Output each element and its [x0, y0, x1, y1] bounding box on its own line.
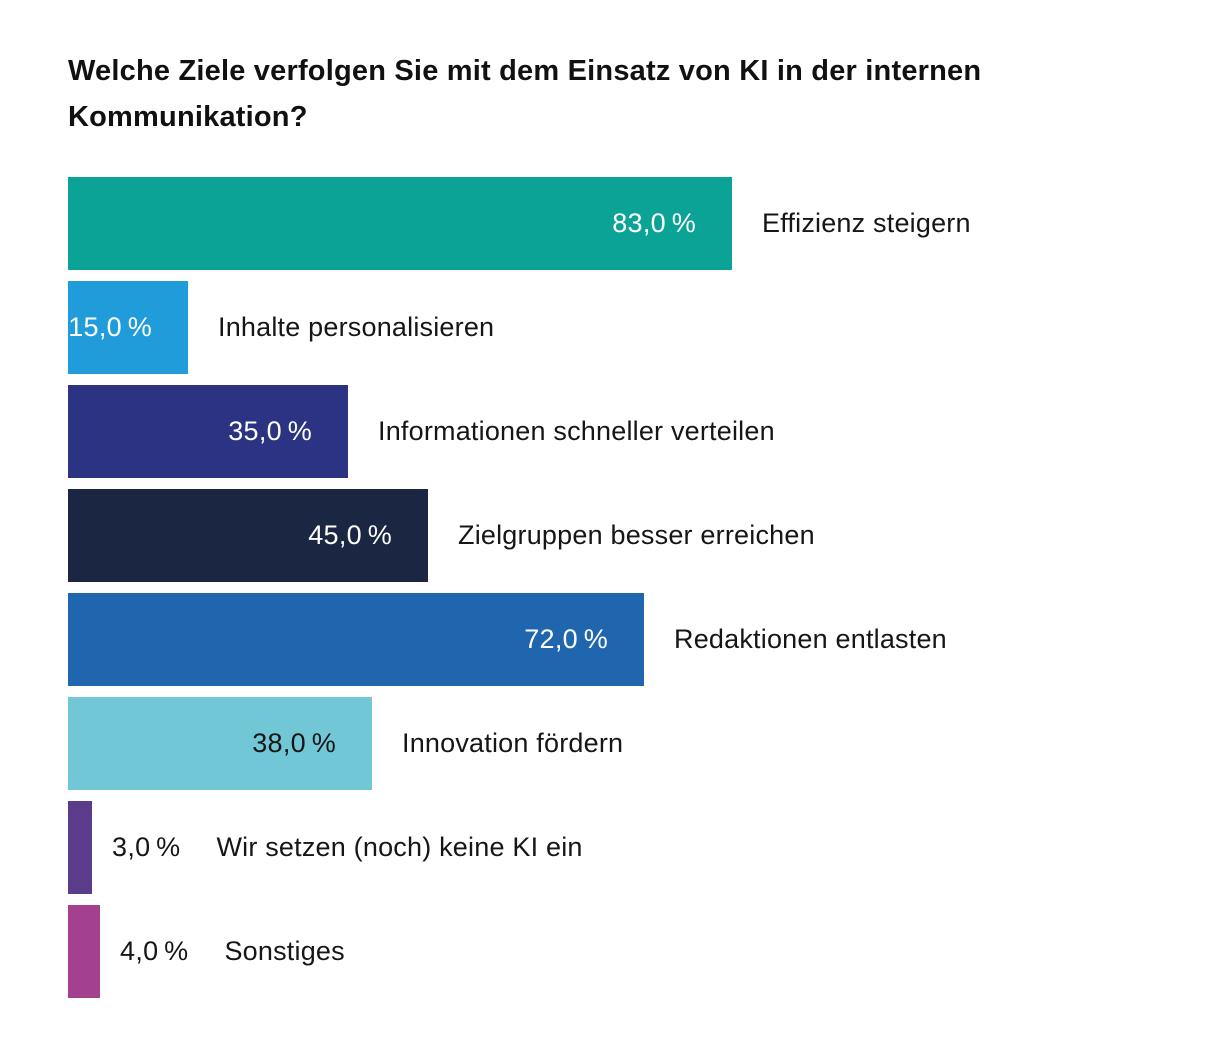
- bar-value-label: 38,0 %: [252, 728, 336, 758]
- bar-row: 45,0 % Zielgruppen besser erreichen: [68, 489, 1205, 582]
- bar-category-label: Redaktionen entlasten: [674, 624, 947, 654]
- bar-value-label: 45,0 %: [308, 520, 392, 550]
- bar-category-label: Inhalte personalisieren: [218, 312, 495, 342]
- bar-value-label: 4,0 %: [120, 936, 189, 966]
- bar-row: 3,0 % Wir setzen (noch) keine KI ein: [68, 801, 1205, 894]
- bar-row: 15,0 % Inhalte personalisieren: [68, 281, 1205, 374]
- bar-category-label: Informationen schneller verteilen: [378, 416, 775, 446]
- bar: 45,0 %: [68, 489, 428, 582]
- bar-category-label: Innovation fördern: [402, 728, 624, 758]
- bar-category-label: Wir setzen (noch) keine KI ein: [216, 832, 583, 862]
- bar: [68, 905, 100, 998]
- bar-row: 35,0 % Informationen schneller verteilen: [68, 385, 1205, 478]
- bar-category-label: Sonstiges: [224, 936, 345, 966]
- bar-value-label: 15,0 %: [68, 312, 152, 342]
- bar: 35,0 %: [68, 385, 348, 478]
- bar: 15,0 %: [68, 281, 188, 374]
- bar: 83,0 %: [68, 177, 732, 270]
- chart-title: Welche Ziele verfolgen Sie mit dem Einsa…: [68, 55, 982, 133]
- bar-value-label: 3,0 %: [112, 832, 181, 862]
- bar-category-label: Effizienz steigern: [762, 208, 971, 238]
- bar: [68, 801, 92, 894]
- bar: 72,0 %: [68, 593, 644, 686]
- bar-value-label: 35,0 %: [228, 416, 312, 446]
- bar-category-label: Zielgruppen besser erreichen: [458, 520, 815, 550]
- bar-row: 83,0 % Effizienz steigern: [68, 177, 1205, 270]
- bar-row: 72,0 % Redaktionen entlasten: [68, 593, 1205, 686]
- bar-value-label: 83,0 %: [612, 208, 696, 238]
- bar-row: 38,0 % Innovation fördern: [68, 697, 1205, 790]
- bar: 38,0 %: [68, 697, 372, 790]
- bar-chart: 83,0 % Effizienz steigern 15,0 % Inhalte pe…: [68, 177, 1205, 998]
- bar-value-label: 72,0 %: [524, 624, 608, 654]
- bar-row: 4,0 % Sonstiges: [68, 905, 1205, 998]
